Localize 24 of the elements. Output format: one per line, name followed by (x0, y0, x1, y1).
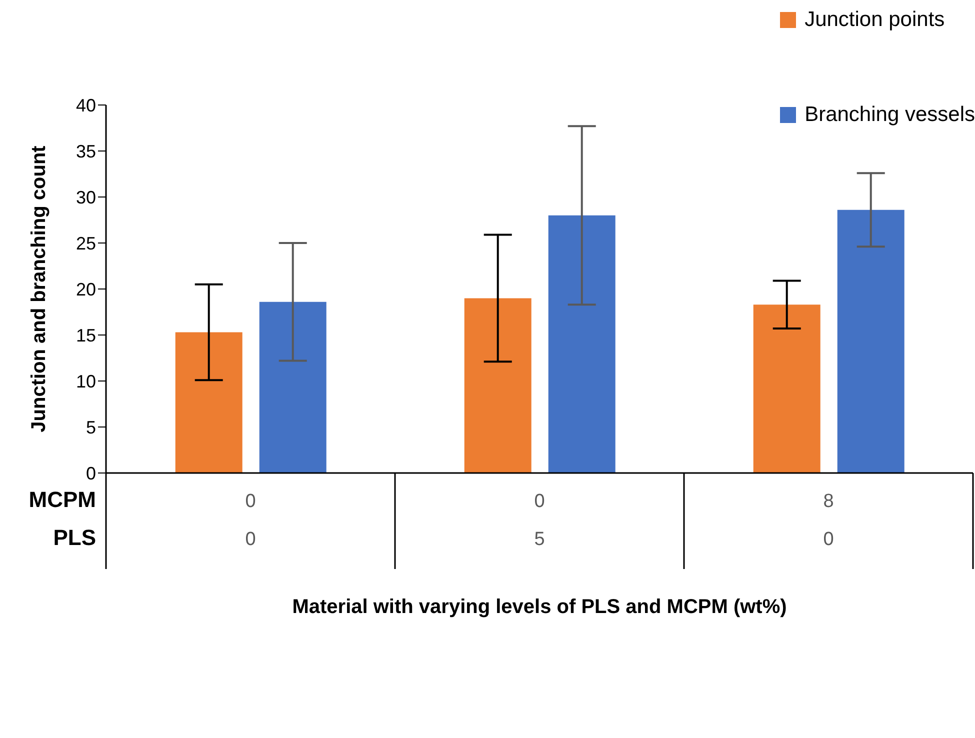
y-tick-label: 15 (76, 325, 96, 346)
x-tick-label: 0 5 (534, 491, 545, 550)
bar (259, 302, 326, 473)
x-tick-label: 0 0 (245, 491, 256, 550)
y-tick-label: 0 (86, 463, 96, 484)
y-tick-label: 20 (76, 279, 96, 300)
legend-label: Junction points (804, 8, 945, 32)
bar (837, 210, 904, 473)
y-tick-label: 10 (76, 371, 96, 392)
bar (753, 304, 820, 473)
x-tick-label: 8 0 (823, 491, 834, 550)
text: MCPM (28, 487, 96, 512)
y-tick-label: 40 (76, 95, 96, 116)
bar (464, 298, 532, 473)
y-tick-label: 25 (76, 233, 96, 254)
y-axis-title: Junction and branching count (28, 145, 50, 432)
bar (548, 215, 616, 473)
x-axis-title: Material with varying levels of PLS and MCPM (wt%) (292, 596, 787, 618)
y-tick-label: 30 (76, 187, 96, 208)
legend-label: Branching vessels (804, 103, 975, 127)
text: PLS (53, 525, 96, 550)
bar (175, 332, 242, 473)
y-tick-label: 5 (86, 417, 96, 438)
y-tick-label: 35 (76, 141, 96, 162)
